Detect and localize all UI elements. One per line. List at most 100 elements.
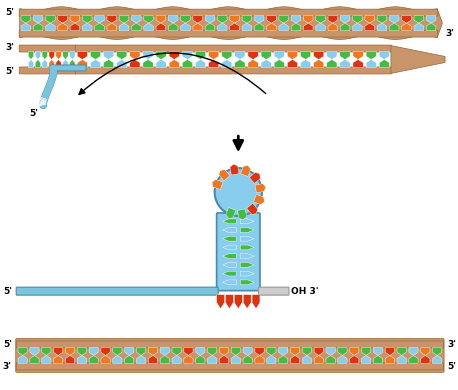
Polygon shape (82, 23, 92, 30)
Polygon shape (101, 355, 110, 363)
Polygon shape (267, 23, 276, 30)
Polygon shape (136, 355, 146, 363)
Polygon shape (274, 60, 284, 67)
Polygon shape (208, 51, 219, 60)
Polygon shape (223, 228, 236, 232)
Text: 5': 5' (6, 67, 15, 76)
Polygon shape (328, 16, 338, 23)
Polygon shape (219, 355, 229, 363)
Polygon shape (225, 294, 234, 308)
Polygon shape (207, 355, 217, 363)
Polygon shape (180, 23, 190, 30)
Polygon shape (169, 23, 178, 30)
Polygon shape (33, 23, 43, 30)
FancyBboxPatch shape (16, 363, 444, 370)
Polygon shape (409, 347, 418, 355)
Polygon shape (65, 347, 75, 355)
Polygon shape (252, 294, 260, 308)
Polygon shape (119, 16, 129, 23)
Polygon shape (182, 51, 192, 60)
Polygon shape (226, 207, 236, 219)
Polygon shape (248, 60, 258, 67)
Polygon shape (90, 51, 101, 60)
Polygon shape (169, 51, 180, 60)
Polygon shape (33, 16, 43, 23)
Polygon shape (377, 23, 387, 30)
Polygon shape (366, 51, 376, 60)
Polygon shape (208, 60, 219, 67)
Polygon shape (234, 294, 242, 308)
Text: 3': 3' (447, 340, 456, 349)
Polygon shape (365, 23, 375, 30)
Polygon shape (385, 347, 394, 355)
Polygon shape (361, 347, 371, 355)
Polygon shape (314, 347, 323, 355)
Polygon shape (223, 254, 236, 259)
Polygon shape (290, 355, 300, 363)
Polygon shape (56, 60, 61, 67)
Text: 5': 5' (6, 8, 15, 17)
Polygon shape (349, 347, 359, 355)
Polygon shape (156, 51, 166, 60)
Polygon shape (196, 355, 205, 363)
Polygon shape (397, 355, 406, 363)
Polygon shape (240, 219, 254, 224)
Polygon shape (193, 23, 202, 30)
Polygon shape (223, 271, 236, 276)
Polygon shape (240, 165, 251, 177)
Polygon shape (240, 280, 254, 285)
Polygon shape (361, 355, 371, 363)
Polygon shape (136, 347, 146, 355)
Polygon shape (218, 23, 227, 30)
Polygon shape (291, 23, 301, 30)
Polygon shape (261, 51, 271, 60)
Polygon shape (143, 51, 153, 60)
Polygon shape (402, 16, 411, 23)
Polygon shape (290, 347, 300, 355)
Polygon shape (212, 179, 223, 190)
Polygon shape (156, 23, 166, 30)
Polygon shape (70, 16, 80, 23)
Polygon shape (248, 51, 258, 60)
FancyBboxPatch shape (75, 45, 392, 52)
Polygon shape (223, 219, 236, 224)
Polygon shape (172, 355, 181, 363)
Polygon shape (42, 347, 51, 355)
Polygon shape (240, 262, 254, 267)
Polygon shape (231, 355, 240, 363)
Polygon shape (421, 355, 430, 363)
Polygon shape (279, 23, 289, 30)
Polygon shape (172, 347, 181, 355)
Polygon shape (130, 60, 140, 67)
Polygon shape (223, 236, 236, 241)
Circle shape (215, 168, 262, 216)
Polygon shape (243, 294, 251, 308)
Polygon shape (95, 23, 104, 30)
FancyBboxPatch shape (16, 339, 444, 372)
Polygon shape (338, 355, 347, 363)
Polygon shape (274, 51, 284, 60)
Polygon shape (34, 105, 46, 106)
Polygon shape (391, 46, 445, 73)
Polygon shape (243, 347, 252, 355)
Polygon shape (402, 23, 411, 30)
Polygon shape (230, 16, 240, 23)
Polygon shape (314, 51, 324, 60)
Polygon shape (255, 347, 264, 355)
Polygon shape (349, 355, 359, 363)
Polygon shape (279, 16, 289, 23)
Polygon shape (338, 347, 347, 355)
Polygon shape (217, 294, 224, 308)
Polygon shape (366, 60, 376, 67)
Polygon shape (113, 355, 122, 363)
Polygon shape (340, 60, 350, 67)
Text: 5': 5' (3, 340, 12, 349)
Polygon shape (223, 262, 236, 267)
Polygon shape (104, 51, 114, 60)
Text: 3': 3' (6, 43, 15, 52)
Polygon shape (316, 16, 325, 23)
Text: 3': 3' (3, 362, 12, 371)
Polygon shape (46, 16, 55, 23)
Polygon shape (340, 16, 350, 23)
Polygon shape (104, 60, 114, 67)
